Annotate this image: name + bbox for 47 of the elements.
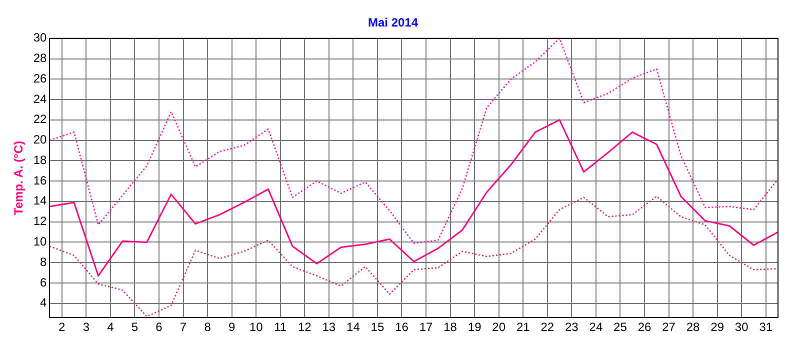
x-tick-label: 29 <box>710 320 724 334</box>
x-tick-label: 26 <box>638 320 652 334</box>
y-tick-label: 6 <box>40 275 48 290</box>
y-tick-label: 26 <box>33 71 48 86</box>
x-tick-label: 23 <box>564 320 579 334</box>
x-tick-label: 28 <box>686 320 700 334</box>
y-tick-label: 14 <box>33 194 48 208</box>
line-series <box>50 38 778 244</box>
x-tick-label: 18 <box>444 320 458 334</box>
x-tick-label: 9 <box>228 320 236 334</box>
x-tick-label: 7 <box>180 320 187 334</box>
y-tick-label: 24 <box>33 92 48 106</box>
x-tick-label: 14 <box>346 320 360 334</box>
x-tick-label: 27 <box>662 320 676 334</box>
x-tick-label: 10 <box>249 320 264 334</box>
x-tick-label: 31 <box>759 320 773 334</box>
x-tick-label: 16 <box>395 320 409 334</box>
x-tick-label: 6 <box>156 320 163 334</box>
x-tick-label: 19 <box>468 320 482 334</box>
y-tick-label: 12 <box>33 214 48 228</box>
y-tick-label: 18 <box>33 152 48 167</box>
x-tick-label: 22 <box>540 320 554 334</box>
x-tick-label: 24 <box>589 320 603 334</box>
y-tick-label: 22 <box>33 112 48 126</box>
x-tick-label: 15 <box>370 320 384 334</box>
x-tick-label: 20 <box>492 320 506 334</box>
y-tick-label: 30 <box>33 30 48 45</box>
x-tick-label: 3 <box>82 320 90 334</box>
x-tick-label: 8 <box>204 320 212 334</box>
x-tick-label: 12 <box>298 320 312 334</box>
y-tick-label: 8 <box>40 254 48 269</box>
y-tick-label: 4 <box>40 296 48 310</box>
y-tick-label: 20 <box>33 132 48 147</box>
x-tick-label: 17 <box>419 320 434 334</box>
x-tick-label: 4 <box>107 320 114 334</box>
x-tick-label: 2 <box>58 320 66 334</box>
x-tick-label: 5 <box>131 320 138 334</box>
y-tick-label: 28 <box>33 51 48 66</box>
y-tick-label: 10 <box>33 234 48 249</box>
y-axis-title: Temp. A. (°C) <box>12 140 26 216</box>
x-tick-label: 13 <box>322 320 336 334</box>
x-tick-label: 11 <box>274 320 287 334</box>
chart-title: Mai 2014 <box>368 16 418 30</box>
x-tick-label: 30 <box>734 320 749 334</box>
x-tick-label: 21 <box>516 320 530 334</box>
y-tick-label: 16 <box>33 173 48 188</box>
x-tick-label: 25 <box>614 320 628 334</box>
